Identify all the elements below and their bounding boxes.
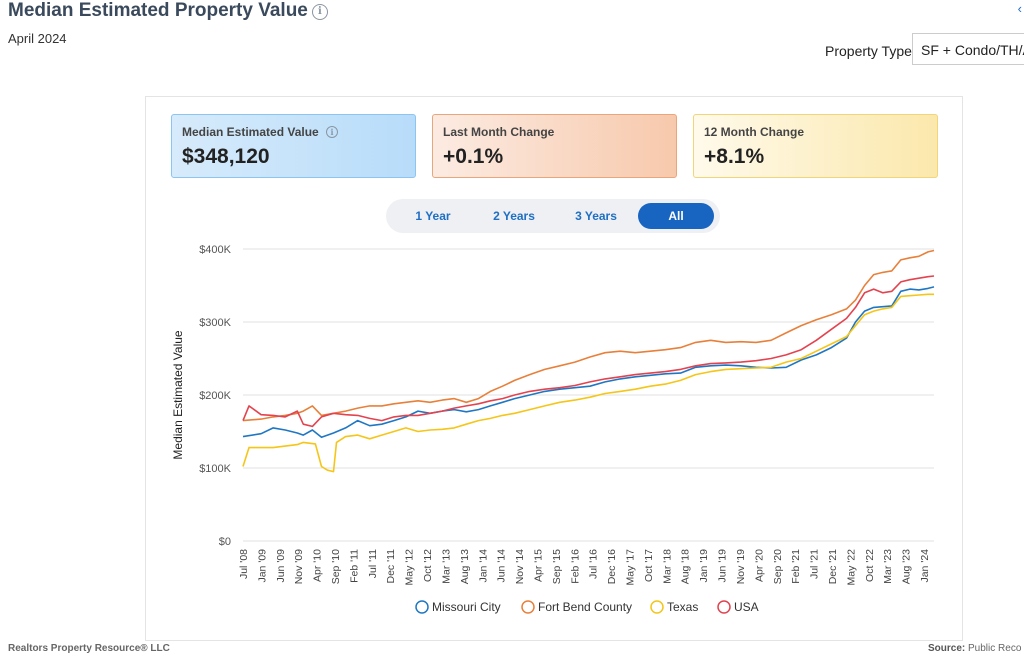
page-title: Median Estimated Property Value i [8,0,328,22]
range-1-year-button[interactable]: 1 Year [415,209,451,223]
median-value: $348,120 [182,145,270,168]
last-month-change-label: Last Month Change [443,125,555,139]
median-value-label: Median Estimated Value [182,125,319,139]
property-type-label: Property Type [825,43,912,59]
median-value-card: Median Estimated Value i $348,120 [171,114,416,178]
footer-source: Source: Public Reco [928,643,1021,654]
last-month-change-card: Last Month Change +0.1% [432,114,677,178]
range-2-years-button[interactable]: 2 Years [493,209,535,223]
period-label: April 2024 [8,31,67,46]
page-title-text: Median Estimated Property Value [8,0,308,21]
twelve-month-change-card: 12 Month Change +8.1% [693,114,938,178]
footer-company: Realtors Property Resource® LLC [8,643,170,654]
chart-panel [145,96,963,641]
info-icon[interactable]: i [311,4,328,20]
footer-source-label: Source: [928,643,966,654]
twelve-month-change-value: +8.1% [704,145,765,168]
footer-company-name: Realtors Property Resource [8,643,141,654]
share-icon[interactable]: ‹ [1017,1,1022,16]
footer-source-value: Public Reco [968,643,1022,654]
median-info-icon[interactable]: i [326,126,339,138]
property-type-select[interactable]: SF + Condo/TH/A [912,33,1024,65]
range-3-years-button[interactable]: 3 Years [575,209,617,223]
range-all-button[interactable]: All [638,203,714,229]
footer-company-suffix: ® LLC [140,643,170,654]
last-month-change-value: +0.1% [443,145,504,168]
twelve-month-change-label: 12 Month Change [704,125,805,139]
